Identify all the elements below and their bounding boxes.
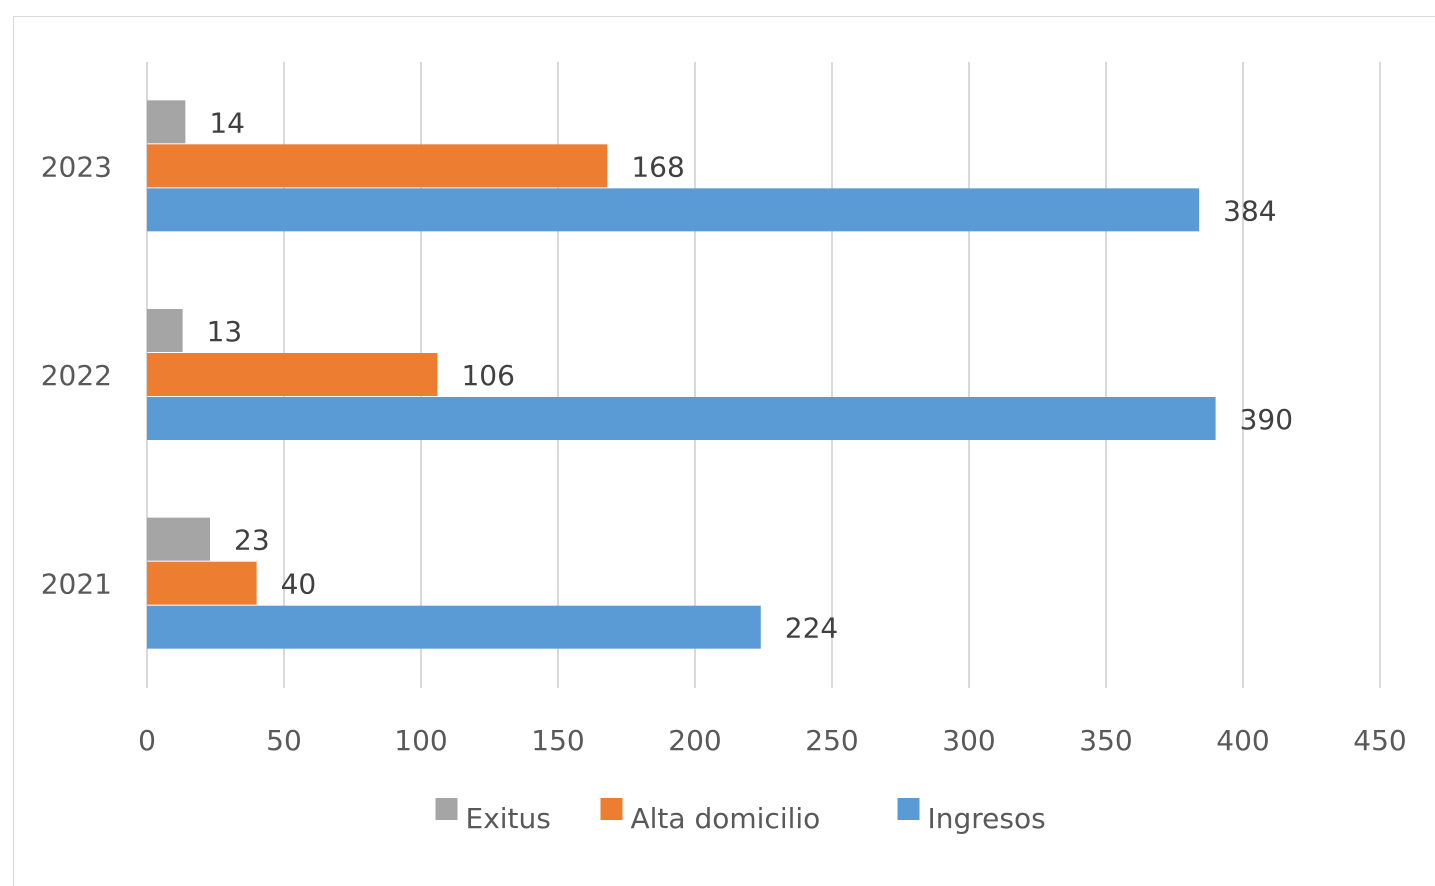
data-label-exitus-2023: 14 [209, 106, 245, 139]
legend: Exitus Alta domicilio Ingresos [435, 798, 1046, 835]
data-label-ingresos-2023: 384 [1223, 194, 1276, 227]
bar-alta-domicilio-2023 [147, 144, 608, 188]
bar-alta-domicilio-2022 [147, 353, 438, 396]
legend-swatch-ingresos [897, 798, 920, 820]
x-tick-label-400: 400 [1216, 724, 1269, 757]
x-tick-label-50: 50 [266, 724, 302, 757]
data-label-ingresos-2022: 390 [1240, 403, 1293, 436]
x-tick-label-0: 0 [138, 724, 156, 757]
legend-swatch-exitus [435, 798, 458, 820]
bar-ingresos-2023 [147, 188, 1200, 232]
x-tick-label-450: 450 [1353, 724, 1406, 757]
bar-ingresos-2022 [147, 397, 1216, 440]
legend-label-exitus: Exitus [466, 802, 551, 835]
chart-frame [13, 16, 1435, 886]
legend-label-alta-domicilio: Alta domicilio [631, 802, 821, 835]
bar-exitus-2021 [147, 517, 211, 561]
data-label-alta-domicilio-2021: 40 [281, 568, 317, 601]
x-tick-label-250: 250 [805, 724, 858, 757]
bars [147, 100, 1216, 649]
chart: 23 40 224 13 106 390 14 168 384 0 50 100 150 200 250 3… [41, 62, 1407, 835]
data-label-alta-domicilio-2023: 168 [631, 150, 684, 183]
y-tick-label-2022: 2022 [41, 359, 112, 392]
legend-swatch-alta-domicilio [600, 798, 623, 820]
x-tick-label-300: 300 [942, 724, 995, 757]
y-tick-label-2021: 2021 [41, 568, 112, 601]
data-label-exitus-2022: 13 [207, 315, 243, 348]
legend-label-ingresos: Ingresos [928, 802, 1046, 835]
bar-ingresos-2021 [147, 605, 761, 649]
data-label-exitus-2021: 23 [234, 524, 270, 557]
x-tick-label-200: 200 [668, 724, 721, 757]
bar-exitus-2023 [147, 100, 186, 144]
bar-alta-domicilio-2021 [147, 561, 257, 605]
x-tick-label-150: 150 [531, 724, 584, 757]
axes: 0 50 100 150 200 250 300 350 400 450 2021 2022 2023 [41, 150, 1407, 757]
data-labels: 23 40 224 13 106 390 14 168 384 [207, 106, 1293, 644]
x-tick-label-100: 100 [394, 724, 447, 757]
data-label-alta-domicilio-2022: 106 [461, 359, 514, 392]
x-tick-label-350: 350 [1079, 724, 1132, 757]
bar-exitus-2022 [147, 309, 183, 352]
y-tick-label-2023: 2023 [41, 150, 112, 183]
data-label-ingresos-2021: 224 [785, 612, 838, 645]
